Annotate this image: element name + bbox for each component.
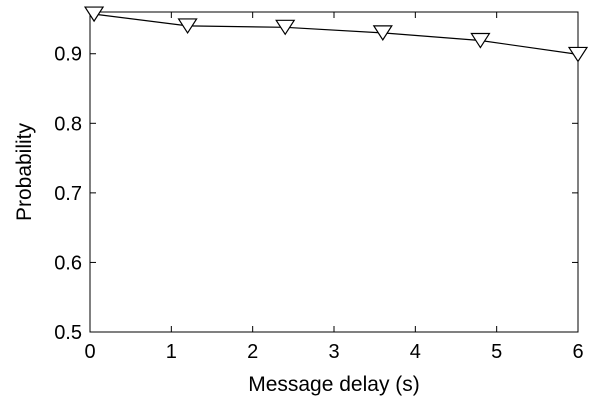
down-triangle-marker	[372, 25, 393, 41]
x-tick-label: 6	[572, 341, 583, 363]
series-group	[83, 6, 589, 63]
y-axis-label: Probability	[13, 122, 36, 221]
down-triangle-marker	[567, 46, 589, 63]
x-tick-label: 0	[84, 341, 95, 363]
down-triangle-marker	[83, 6, 105, 23]
x-tick-label: 3	[328, 341, 339, 363]
x-tick-label: 5	[491, 341, 502, 363]
down-triangle-marker	[470, 32, 491, 49]
y-tick-label: 0.5	[54, 322, 82, 344]
x-tick-label: 1	[166, 341, 177, 363]
ticks-group: 0 1 2 3 4 5 6 0.5 0.6 0.7 0.8 0.9	[54, 12, 584, 363]
x-tick-label: 2	[247, 341, 258, 363]
down-triangle-marker	[177, 18, 198, 35]
plot-area	[89, 11, 579, 333]
x-tick-label: 4	[410, 341, 421, 363]
y-tick-label: 0.9	[54, 44, 82, 66]
y-tick-label: 0.6	[54, 252, 82, 274]
down-triangle-marker	[275, 19, 296, 36]
series-line	[94, 13, 579, 55]
x-axis-label: Message delay (s)	[248, 373, 420, 396]
y-tick-label: 0.7	[54, 183, 82, 205]
y-tick-label: 0.8	[54, 113, 82, 135]
